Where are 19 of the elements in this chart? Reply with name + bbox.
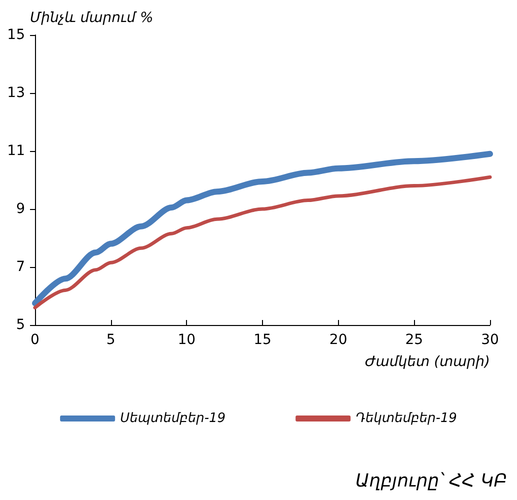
y-axis-title: Մինչև մարում % (30, 10, 154, 26)
x-tick-label: 15 (254, 332, 272, 348)
legend-label: Դեկտեմբեր-19 (356, 411, 457, 426)
y-tick-label: 15 (7, 27, 25, 43)
y-tick-label: 9 (16, 201, 25, 217)
x-tick-label: 0 (30, 332, 40, 348)
x-axis-title: Ժամկետ (տարի) (365, 354, 490, 370)
x-tick-label: 25 (405, 332, 424, 348)
line-series (33, 175, 492, 310)
legend-label: Սեպտեմբեր-19 (120, 411, 226, 426)
x-tick-label: 5 (106, 332, 116, 348)
x-tick-label: 10 (178, 332, 196, 348)
y-tick-label: 11 (7, 143, 25, 159)
text: Աղբյուրը՝ ՀՀ ԿԲ (355, 470, 508, 492)
x-tick-label: 30 (481, 332, 499, 348)
y-tick-label: 7 (16, 259, 25, 275)
y-tick-label: 13 (7, 85, 25, 101)
x-tick-label: 20 (329, 332, 348, 348)
y-tick-label: 5 (16, 317, 25, 333)
